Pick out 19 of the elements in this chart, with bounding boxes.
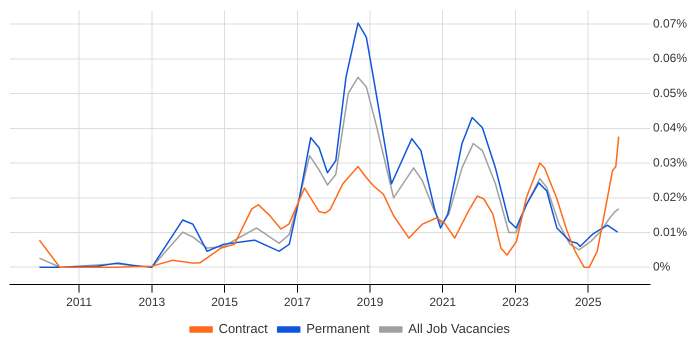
y-tick-label: 0.06% — [652, 51, 688, 66]
y-tick-label: 0.05% — [652, 86, 688, 100]
x-tick-label: 2025 — [574, 295, 602, 310]
legend-label: Permanent — [306, 321, 370, 336]
x-tick-label: 2019 — [356, 295, 384, 310]
y-tick-label: 0.04% — [652, 120, 688, 135]
y-tick-label: 0.01% — [652, 224, 688, 239]
x-tick-label: 2023 — [502, 295, 530, 310]
legend-label: Contract — [218, 321, 268, 336]
legend-label: All Job Vacancies — [408, 321, 510, 336]
y-tick-label: 0% — [652, 260, 671, 274]
x-tick-label: 2021 — [429, 295, 456, 310]
x-tick-label: 2017 — [284, 295, 311, 310]
y-tick-label: 0.02% — [652, 190, 688, 204]
y-tick-label: 0.07% — [652, 16, 688, 30]
y-tick-label: 0.03% — [652, 155, 688, 170]
x-tick-label: 2013 — [138, 295, 166, 310]
x-tick-label: 2015 — [211, 295, 238, 310]
x-tick-label: 2011 — [66, 295, 92, 310]
